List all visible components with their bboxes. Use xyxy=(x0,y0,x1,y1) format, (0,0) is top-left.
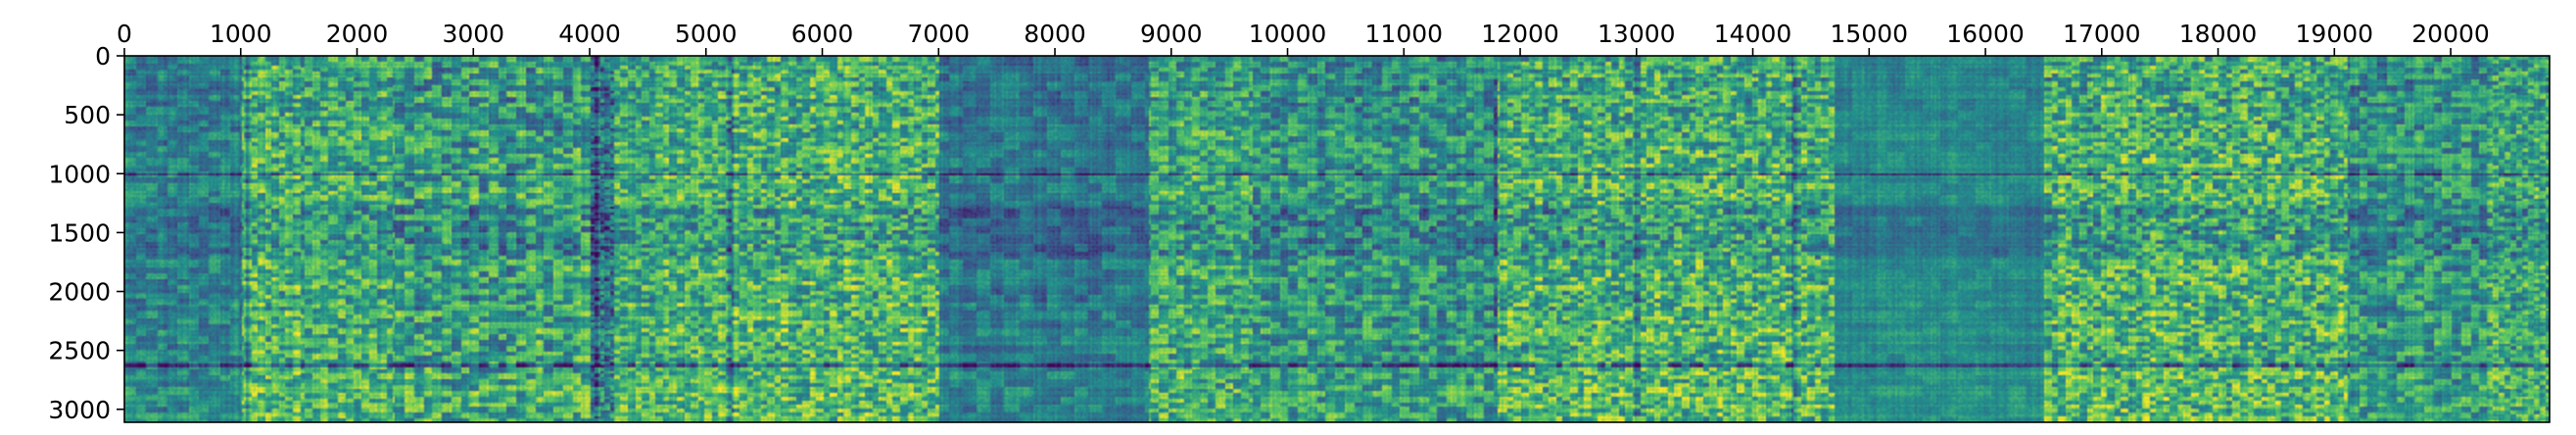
x-tick-label: 6000 xyxy=(791,20,854,48)
plot-frame xyxy=(123,55,2551,423)
x-axis: 0 1000 2000 3000 4000 5000 6000 7000 8000 9000 100… xyxy=(117,20,2490,56)
x-tick-label: 20000 xyxy=(2411,20,2490,48)
x-tick-label: 19000 xyxy=(2296,20,2374,48)
x-tick-label: 14000 xyxy=(1714,20,1792,48)
x-tick-label: 17000 xyxy=(2063,20,2141,48)
x-tick-label: 4000 xyxy=(558,20,621,48)
heatmap-raster xyxy=(124,56,2550,422)
y-tick-label: 0 xyxy=(95,42,111,71)
x-tick-label: 2000 xyxy=(326,20,389,48)
y-tick-label: 3000 xyxy=(48,396,111,424)
y-tick-label: 2500 xyxy=(48,337,111,365)
x-tick-label: 18000 xyxy=(2179,20,2258,48)
x-tick-label: 8000 xyxy=(1024,20,1086,48)
x-tick-label: 12000 xyxy=(1481,20,1559,48)
x-tick-label: 9000 xyxy=(1140,20,1203,48)
heatmap-image xyxy=(124,56,2550,422)
y-tick-label: 500 xyxy=(64,101,111,129)
x-tick-label: 5000 xyxy=(675,20,738,48)
x-tick-label: 16000 xyxy=(1946,20,2025,48)
x-tick-label: 1000 xyxy=(210,20,272,48)
y-tick-label: 2000 xyxy=(48,278,111,307)
x-tick-label: 10000 xyxy=(1249,20,1327,48)
x-tick-label: 3000 xyxy=(442,20,504,48)
x-tick-label: 15000 xyxy=(1831,20,1909,48)
x-tick-label: 13000 xyxy=(1598,20,1676,48)
x-tick-label: 0 xyxy=(117,20,132,48)
x-tick-label: 7000 xyxy=(907,20,970,48)
y-axis: 0 500 1000 1500 2000 2500 3000 xyxy=(48,42,124,424)
y-tick-label: 1500 xyxy=(48,218,111,247)
y-tick-label: 1000 xyxy=(48,160,111,188)
x-tick-label: 11000 xyxy=(1365,20,1444,48)
